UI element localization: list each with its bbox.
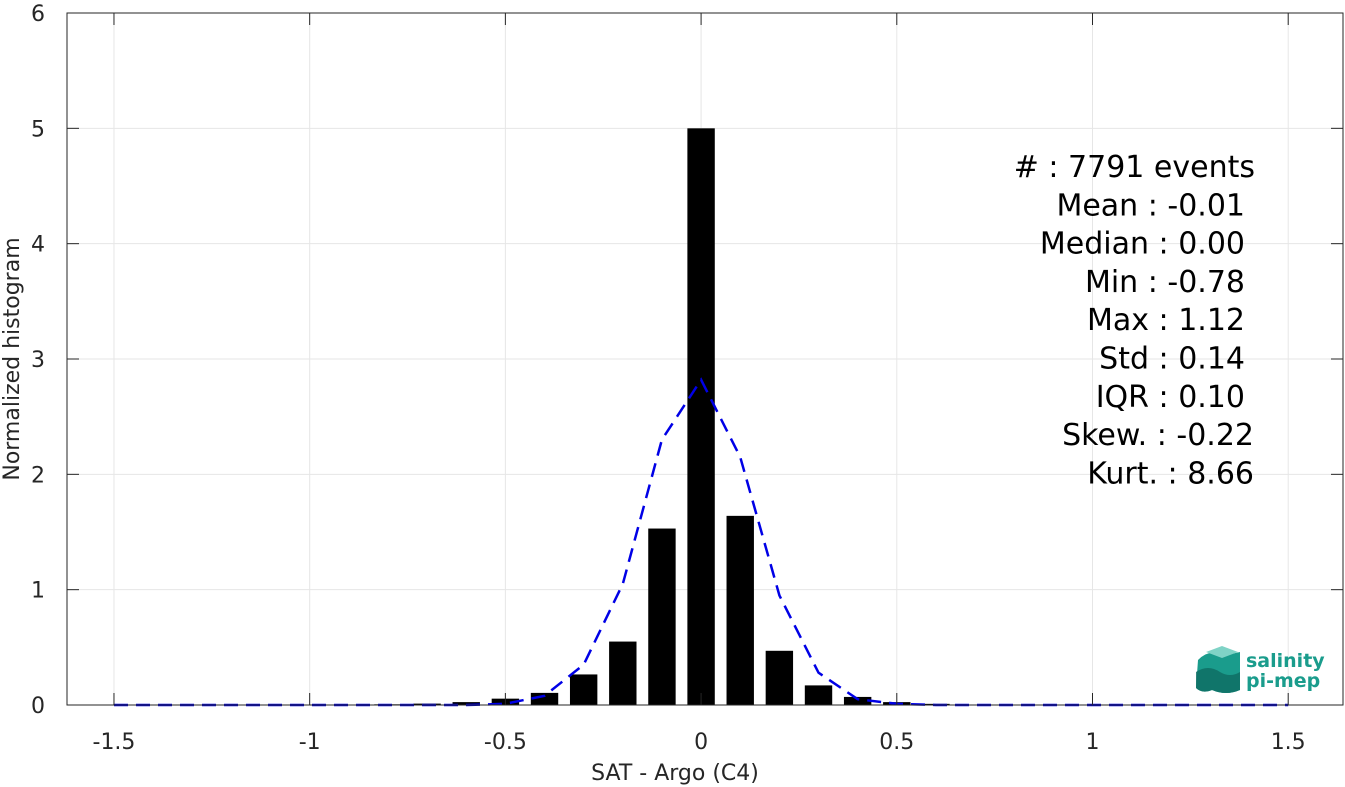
salinity-pi-mep-logo: salinity pi-mep	[1196, 646, 1325, 693]
y-tick-label: 3	[31, 348, 45, 373]
histogram-bar	[569, 674, 598, 705]
histogram-bar	[530, 692, 559, 705]
x-axis-label: SAT - Argo (C4)	[591, 761, 759, 786]
stat-std: Std : 0.14	[1099, 342, 1245, 377]
stats-block: # : 7791 events Mean : -0.01 Median : 0.…	[1014, 150, 1255, 491]
x-tick-label: 0.5	[879, 730, 914, 755]
histogram-bar	[452, 702, 480, 705]
y-tick-label: 6	[31, 2, 45, 27]
stat-kurt: Kurt. : 8.66	[1087, 456, 1254, 491]
histogram-bar	[765, 650, 794, 705]
stat-skew: Skew. : -0.22	[1062, 418, 1254, 453]
y-tick-label: 2	[31, 463, 45, 488]
histogram-bar	[804, 685, 833, 705]
histogram-bar	[687, 128, 715, 706]
stat-min: Min : -0.78	[1085, 265, 1245, 300]
axis-ticks: -1.5 -1 -0.5 0 0.5 1 1.5 0 1 2 3 4 5 6	[31, 2, 1343, 755]
histogram-bar	[726, 515, 754, 705]
histogram-bar	[843, 696, 872, 705]
y-tick-label: 4	[31, 233, 45, 258]
x-tick-label: 0	[694, 730, 708, 755]
logo-wave-icon	[1196, 646, 1240, 693]
stat-median: Median : 0.00	[1040, 227, 1245, 262]
histogram-bar	[648, 528, 676, 705]
x-tick-label: -1.5	[93, 730, 136, 755]
logo-text-line2: pi-mep	[1246, 670, 1320, 692]
y-tick-label: 5	[31, 117, 45, 142]
y-axis-label: Normalized histogram	[0, 237, 25, 480]
stat-events: # : 7791 events	[1014, 150, 1255, 185]
x-tick-label: -1	[299, 730, 321, 755]
stat-mean: Mean : -0.01	[1056, 188, 1245, 223]
histogram-bars	[335, 128, 989, 706]
stat-iqr: IQR : 0.10	[1096, 380, 1245, 415]
stat-max: Max : 1.12	[1087, 303, 1245, 338]
x-tick-label: 1.5	[1271, 730, 1306, 755]
x-tick-label: 1	[1085, 730, 1099, 755]
logo-text-line1: salinity	[1246, 650, 1325, 672]
x-tick-label: -0.5	[484, 730, 527, 755]
y-tick-label: 0	[31, 694, 45, 719]
histogram-bar	[609, 641, 637, 705]
y-tick-label: 1	[31, 579, 45, 604]
